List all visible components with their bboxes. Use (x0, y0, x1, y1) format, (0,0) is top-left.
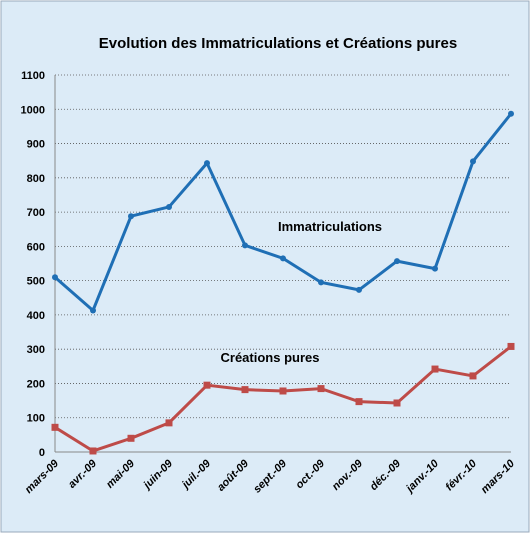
y-tick-label: 800 (27, 173, 45, 185)
point (89, 447, 97, 455)
series-label: Immatriculations (278, 219, 382, 234)
point (242, 242, 248, 249)
point (204, 160, 210, 167)
y-tick-label: 500 (27, 276, 45, 288)
point (280, 255, 286, 262)
point (127, 434, 135, 442)
point (51, 423, 59, 431)
y-tick-label: 700 (27, 207, 45, 219)
y-tick-label: 200 (27, 378, 45, 390)
point (165, 419, 173, 427)
point (318, 279, 324, 286)
point (52, 274, 58, 281)
point (469, 372, 477, 380)
point (317, 385, 325, 393)
point (356, 286, 362, 293)
y-tick-label: 0 (39, 447, 45, 459)
y-tick-label: 900 (27, 139, 45, 151)
point (470, 158, 476, 165)
y-tick-label: 100 (27, 413, 45, 425)
point (394, 258, 400, 265)
y-tick-label: 1100 (21, 70, 45, 82)
point (203, 381, 211, 389)
y-tick-label: 600 (27, 241, 45, 253)
y-tick-label: 400 (27, 310, 45, 322)
chart-title: Evolution des Immatriculations et Créati… (99, 35, 457, 52)
point (241, 386, 249, 394)
point (128, 213, 134, 220)
point (279, 387, 287, 395)
point (166, 203, 172, 210)
series-label: Créations pures (221, 350, 320, 365)
point (393, 399, 401, 407)
y-tick-label: 300 (27, 344, 45, 356)
point (431, 365, 439, 373)
y-tick-label: 1000 (21, 104, 45, 116)
point (508, 110, 514, 117)
point (507, 342, 515, 350)
point (90, 307, 96, 314)
point (432, 265, 438, 272)
point (355, 398, 363, 406)
